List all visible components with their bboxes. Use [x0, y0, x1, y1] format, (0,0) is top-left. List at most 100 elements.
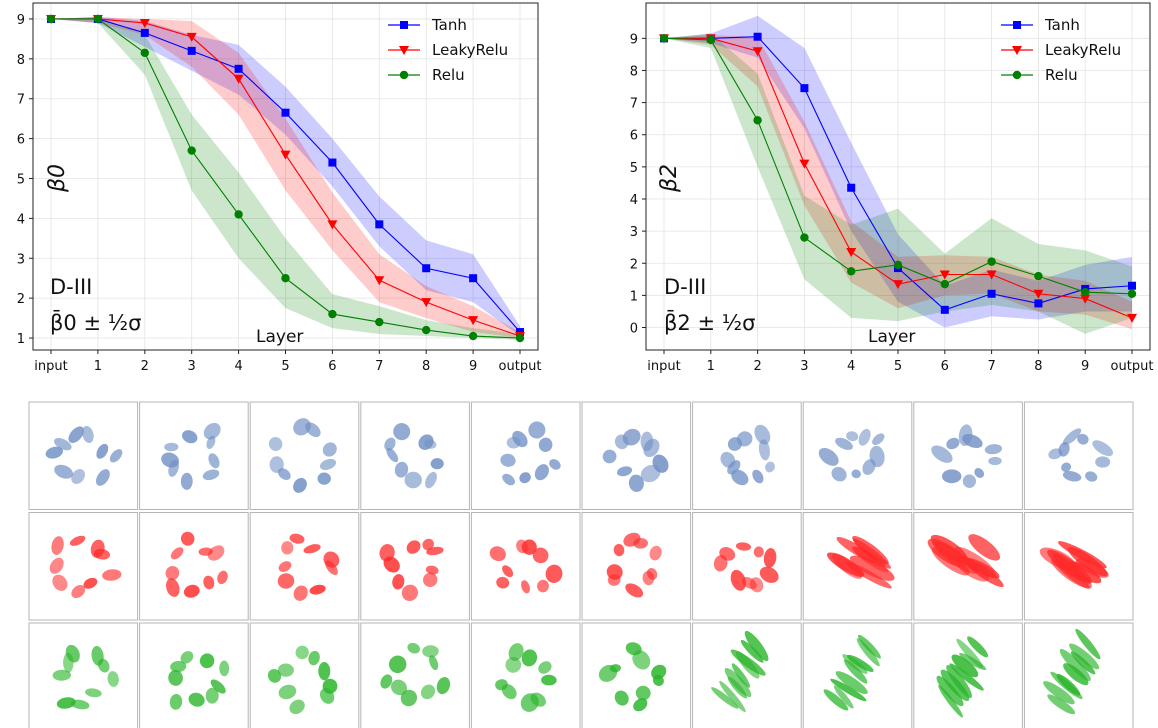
point-cloud-blob — [270, 456, 284, 473]
data-point — [141, 49, 149, 57]
y-tick-label: 7 — [17, 93, 25, 108]
panel-border — [361, 623, 470, 728]
panel-border — [250, 623, 359, 728]
legend-label: LeakyRelu — [1045, 41, 1121, 59]
panel-cell — [471, 623, 580, 728]
panel-cell — [693, 513, 802, 621]
panel-cell — [361, 623, 470, 728]
x-tick-label: 1 — [94, 359, 102, 374]
y-tick-label: 5 — [630, 161, 638, 176]
data-point — [516, 334, 524, 342]
legend-marker — [400, 71, 408, 79]
x-tick-label: 7 — [375, 359, 383, 374]
legend-label: Relu — [432, 66, 465, 84]
panel-cell — [140, 513, 249, 621]
data-point — [188, 47, 196, 55]
data-point — [375, 220, 383, 228]
panel-cell — [361, 513, 470, 621]
y-tick-label: 0 — [630, 322, 638, 337]
data-point — [660, 34, 668, 42]
panel-border — [250, 513, 359, 621]
data-point — [987, 257, 995, 265]
data-point — [1081, 288, 1089, 296]
x-tick-label: output — [1111, 359, 1154, 374]
legend-marker — [400, 21, 408, 29]
panel-border — [582, 623, 691, 728]
annotation-dataset: D-III — [664, 275, 706, 299]
panel-cell — [29, 402, 138, 510]
y-tick-label: 2 — [17, 292, 25, 307]
data-point — [422, 264, 430, 272]
data-point — [1034, 299, 1042, 307]
panel-cell — [471, 513, 580, 621]
panel-border — [250, 402, 359, 510]
annotation-dataset: D-III — [50, 275, 92, 299]
data-point — [234, 210, 242, 218]
data-point — [847, 184, 855, 192]
x-tick-label: 9 — [469, 359, 477, 374]
data-point — [988, 290, 996, 298]
y-tick-label: 3 — [17, 252, 25, 267]
panel-cell — [250, 623, 359, 728]
legend-marker — [1013, 71, 1021, 79]
data-point — [469, 274, 477, 282]
annotation-stat: β̄0 ± ½σ — [50, 310, 141, 335]
panel-border — [582, 513, 691, 621]
data-point — [235, 65, 243, 73]
panel-cell — [803, 402, 912, 510]
y-tick-label: 6 — [17, 133, 25, 148]
beta0-chart: input 1 2 3 4 5 6 7 8 9 output 1 2 3 4 5 6 7 8 9 β0 Layer D-II… — [17, 3, 542, 374]
data-point — [281, 274, 289, 282]
panel-border — [693, 513, 802, 621]
panel-cell — [693, 402, 802, 510]
y-tick-label: 4 — [630, 193, 638, 208]
data-point — [707, 36, 715, 44]
legend-label: Tanh — [1044, 16, 1080, 34]
panel-cell — [140, 402, 249, 510]
x-tick-label: 8 — [422, 359, 430, 374]
x-axis-label: Layer — [256, 327, 303, 347]
data-point — [328, 310, 336, 318]
beta2-chart: input 1 2 3 4 5 6 7 8 9 output 0 1 2 3 4 5 6 7 8 9 β2 Layer D-I… — [630, 3, 1154, 374]
data-point — [1034, 272, 1042, 280]
data-point — [753, 116, 761, 124]
data-point — [800, 233, 808, 241]
x-tick-label: 7 — [987, 359, 995, 374]
x-tick-label: 3 — [188, 359, 196, 374]
data-point — [754, 33, 762, 41]
panel-border — [29, 623, 138, 728]
panel-border — [471, 513, 580, 621]
panel-cell — [914, 623, 1023, 728]
data-point — [375, 318, 383, 326]
panel-cell — [471, 402, 580, 510]
point-cloud-grid — [29, 402, 1133, 728]
x-axis-label: Layer — [868, 327, 915, 347]
y-tick-label: 1 — [630, 289, 638, 304]
point-cloud-blob — [1095, 456, 1110, 467]
panel-cell — [803, 623, 912, 728]
panel-border — [1024, 402, 1133, 510]
panel-cell — [582, 402, 691, 510]
x-tick-label: 6 — [328, 359, 336, 374]
panel-border — [140, 402, 249, 510]
panel-border — [471, 402, 580, 510]
panel-cell — [582, 623, 691, 728]
panel-border — [582, 402, 691, 510]
x-tick-label: input — [34, 359, 67, 374]
data-point — [47, 15, 55, 23]
panel-cell — [250, 513, 359, 621]
data-point — [188, 146, 196, 154]
data-point — [941, 306, 949, 314]
panel-cell — [803, 513, 912, 621]
x-tick-label: 2 — [753, 359, 761, 374]
y-tick-label: 8 — [17, 53, 25, 68]
x-tick-label: 4 — [847, 359, 855, 374]
panel-border — [693, 402, 802, 510]
legend-label: Relu — [1045, 66, 1078, 84]
y-tick-label: 7 — [630, 97, 638, 112]
legend-marker — [1013, 21, 1021, 29]
data-point — [328, 159, 336, 167]
panel-border — [361, 513, 470, 621]
panel-cell — [29, 513, 138, 621]
annotation-stat: β̄2 ± ½σ — [664, 310, 755, 335]
